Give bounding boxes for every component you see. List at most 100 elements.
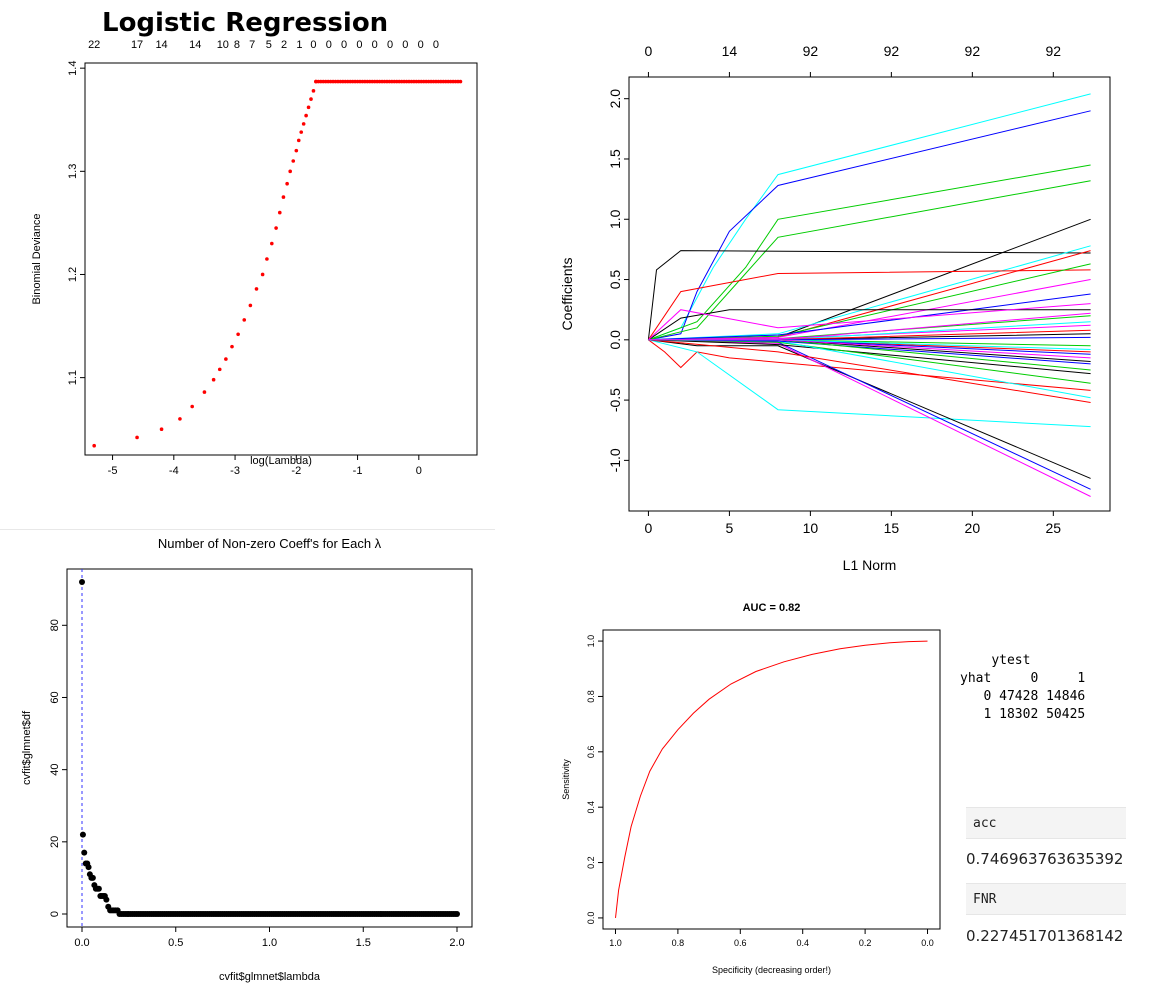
fnr-value: 0.227451701368142 — [966, 927, 1124, 945]
data-point — [89, 874, 96, 881]
data-point — [79, 831, 86, 838]
confusion-row-header: yhat — [960, 671, 992, 686]
top-axis-label: 92 — [1046, 43, 1062, 59]
chart-title: AUC = 0.82 — [743, 602, 801, 614]
confusion-row-label: 1 — [983, 707, 992, 722]
confusion-col-label: 1 — [1077, 671, 1086, 686]
top-axis-label: 2 — [281, 40, 287, 51]
series-line — [648, 339, 1091, 479]
y-tick-label: -0.5 — [607, 388, 623, 412]
y-tick-label: 0.6 — [586, 746, 596, 759]
confusion-cell: 18302 — [999, 707, 1039, 722]
confusion-cell: 14846 — [1046, 689, 1086, 704]
y-tick-label: 1.1 — [67, 370, 79, 385]
data-point — [202, 390, 207, 394]
data-point — [159, 427, 164, 432]
data-point — [309, 97, 313, 101]
y-tick-label: 1.4 — [67, 61, 79, 76]
top-axis-label: 0 — [356, 40, 362, 51]
chart-title: Number of Non-zero Coeff's for Each λ — [158, 536, 382, 551]
data-point — [294, 148, 299, 153]
top-axis-label: 8 — [234, 40, 240, 51]
x-tick-label: 1.0 — [262, 937, 277, 949]
series-line — [648, 339, 1091, 403]
confusion-col-header: ytest — [991, 653, 1031, 668]
top-axis-label: 1 — [296, 40, 302, 51]
page-title: Logistic Regression — [102, 8, 389, 38]
df-vs-lambda-plot: 0.0 0.5 1.0 1.5 2.0 0 20 40 60 80 cvfit$glmnet$lam… — [21, 536, 473, 983]
data-point — [85, 864, 92, 871]
roc-curve-plot: 1.0 0.8 0.6 0.4 0.2 0.0 0.0 0.2 0.4 0.6 0.8 1.0 Spec… — [561, 602, 941, 975]
confusion-cell: 50425 — [1046, 707, 1086, 722]
confusion-row-label: 0 — [983, 689, 992, 704]
x-tick-label: 0 — [645, 520, 653, 536]
x-axis-label: Specificity (decreasing order!) — [712, 965, 831, 975]
acc-label: acc — [966, 807, 1126, 839]
data-point — [254, 287, 259, 291]
x-tick-label: 25 — [1046, 520, 1062, 536]
data-point — [81, 849, 88, 856]
acc-value: 0.746963763635392 — [966, 850, 1124, 868]
y-tick-label: 0.0 — [586, 912, 596, 925]
confusion-row: 0 47428 14846 — [960, 688, 1135, 706]
data-point — [79, 578, 85, 585]
fnr-label: FNR — [966, 883, 1126, 915]
data-point — [458, 79, 463, 84]
data-point — [217, 367, 222, 372]
data-point — [178, 417, 182, 421]
series-line — [648, 339, 1091, 359]
x-tick-label: 5 — [726, 520, 734, 536]
x-tick-label: 0.5 — [168, 937, 183, 949]
x-axis-label: cvfit$glmnet$lambda — [219, 971, 321, 983]
x-axis-label: L1 Norm — [843, 557, 897, 573]
y-tick-label: 1.2 — [67, 267, 79, 282]
top-axis-label: 0 — [433, 40, 439, 51]
data-point — [242, 318, 247, 322]
data-point — [103, 896, 110, 903]
top-axis-label: 0 — [310, 40, 316, 51]
data-point — [296, 138, 301, 143]
data-point — [285, 181, 289, 186]
data-point — [277, 210, 282, 215]
data-point — [270, 241, 274, 246]
y-tick-label: 20 — [49, 836, 61, 848]
top-axis-label: 0 — [326, 40, 332, 51]
plot-frame — [628, 76, 1111, 512]
data-point — [230, 344, 234, 349]
x-tick-label: 1.0 — [609, 938, 622, 948]
y-tick-label: 1.3 — [67, 164, 79, 179]
confusion-header-row: yhat 0 1 — [960, 670, 1135, 688]
y-axis-label: Binomial Deviance — [31, 213, 43, 304]
data-point — [92, 443, 96, 448]
y-tick-label: 1.5 — [607, 149, 623, 169]
top-axis-label: 0 — [341, 40, 347, 51]
data-point — [311, 89, 316, 93]
top-axis-label: 0 — [418, 40, 424, 51]
x-tick-label: -5 — [108, 465, 118, 477]
confusion-col-header-row: ytest — [960, 652, 1135, 670]
series-line — [648, 164, 1091, 341]
top-axis-label: 14 — [155, 40, 167, 51]
x-tick-label: 0.2 — [859, 938, 872, 948]
series-line — [648, 180, 1091, 341]
data-point — [299, 130, 304, 134]
x-tick-label: 0.4 — [796, 938, 809, 948]
data-point — [274, 226, 278, 230]
data-point — [301, 122, 306, 126]
top-axis-label: 5 — [266, 40, 272, 51]
data-point — [236, 332, 240, 337]
confusion-row: 1 18302 50425 — [960, 706, 1135, 724]
series-line — [648, 312, 1091, 341]
data-point — [304, 113, 308, 118]
data-point — [265, 257, 269, 261]
y-axis-label: cvfit$glmnet$df — [21, 710, 33, 785]
x-tick-label: 15 — [884, 520, 900, 536]
y-tick-label: 0.8 — [586, 690, 596, 703]
top-axis-label: 0 — [402, 40, 408, 51]
data-point — [281, 195, 286, 199]
y-axis-label: Coefficients — [559, 258, 575, 331]
top-axis-label: 22 — [88, 40, 100, 51]
y-tick-label: 40 — [49, 764, 61, 776]
top-axis-label: 92 — [884, 43, 900, 59]
x-tick-label: -1 — [353, 465, 363, 477]
